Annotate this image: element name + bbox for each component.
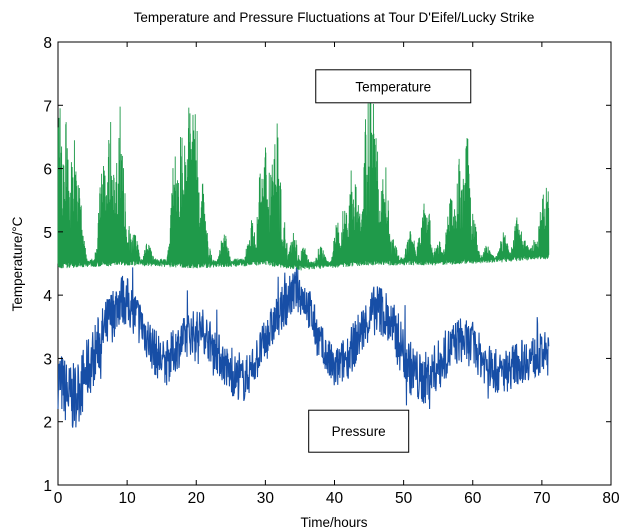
annotation-label: Pressure (332, 424, 386, 439)
x-tick-label: 70 (533, 490, 551, 507)
y-axis-label: Temperature/°C (10, 216, 25, 311)
y-tick-label: 8 (43, 35, 52, 52)
x-tick-label: 40 (326, 490, 344, 507)
y-tick-label: 4 (43, 288, 52, 305)
y-tick-label: 7 (43, 98, 52, 115)
y-tick-label: 3 (43, 351, 52, 368)
chart-title: Temperature and Pressure Fluctuations at… (134, 10, 535, 25)
x-axis: 0 10 20 30 40 50 60 70 80 (54, 42, 620, 507)
x-tick-label: 0 (54, 490, 63, 507)
annotation-label: Temperature (355, 79, 431, 94)
x-tick-label: 80 (602, 490, 620, 507)
x-tick-label: 30 (257, 490, 275, 507)
y-axis: 1 2 3 4 5 6 7 8 (43, 35, 611, 495)
y-tick-label: 1 (43, 478, 52, 495)
y-tick-label: 2 (43, 415, 52, 432)
x-tick-label: 50 (395, 490, 413, 507)
annotation-box (308, 409, 410, 453)
y-tick-label: 6 (43, 162, 52, 179)
annotation-box (315, 69, 472, 104)
x-tick-label: 60 (464, 490, 482, 507)
y-tick-label: 5 (43, 225, 52, 242)
x-tick-label: 10 (119, 490, 137, 507)
x-axis-label: Time/hours (300, 515, 367, 530)
x-tick-label: 20 (188, 490, 206, 507)
temperature-series-line (57, 72, 550, 271)
plot-content (57, 72, 550, 428)
annotations: Temperature Pressure (308, 69, 472, 453)
pressure-series-line (57, 267, 550, 428)
